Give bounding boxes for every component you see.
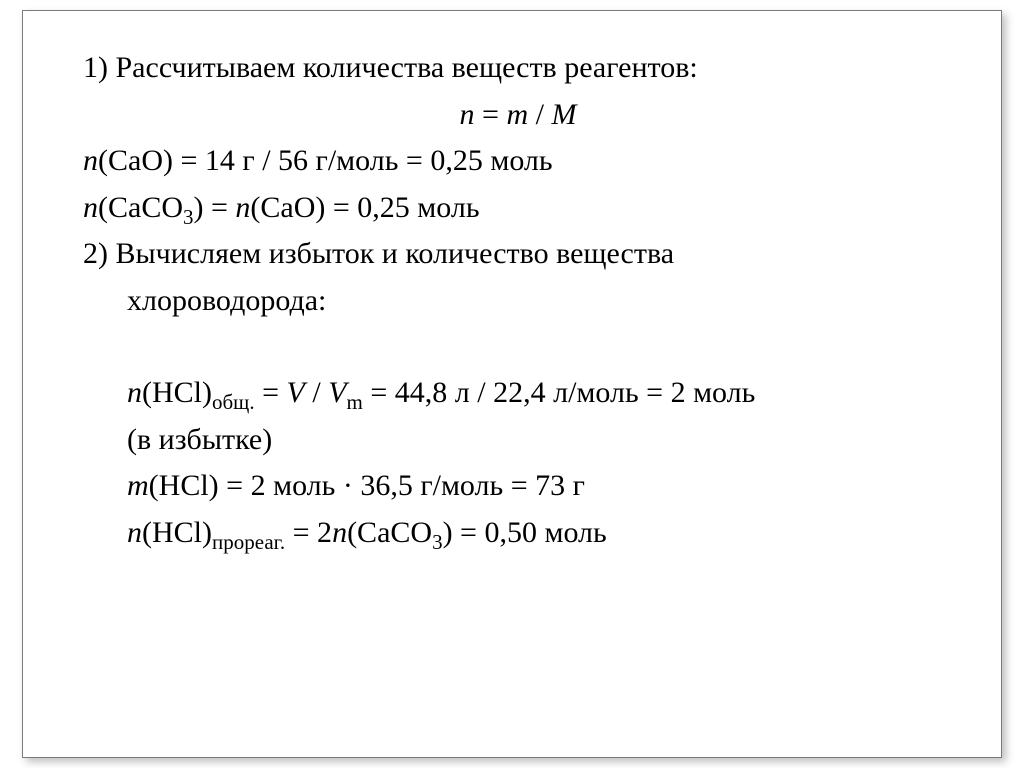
var-n: n — [127, 516, 142, 549]
sub-3: 3 — [183, 205, 194, 229]
hcl-excess-note: (в избытке) — [83, 417, 953, 464]
var-m: m — [506, 98, 528, 131]
hcl-mass-line: m(HCl) = 2 моль · 36,5 г/моль = 73 г — [83, 463, 953, 510]
step2-heading-text-1: Вычисляем избыток и количество вещества — [116, 237, 675, 270]
hcl-total-line: n(HCl)общ. = V / Vm = 44,8 л / 22,4 л/мо… — [83, 370, 953, 417]
var-n: n — [127, 376, 142, 409]
caco3-l: (CaCO — [98, 191, 183, 224]
hcl-mass-r: (HCl) = 2 моль · 36,5 г/моль = 73 г — [149, 469, 585, 502]
step2-heading-line2: хлороводорода: — [83, 278, 953, 325]
sub-3: 3 — [432, 530, 443, 554]
var-V: V — [287, 376, 305, 409]
n-caco3-line: n(CaCO3) = n(CaO) = 0,25 моль — [83, 185, 953, 232]
step2-prefix: 2) — [83, 237, 116, 270]
var-m: m — [127, 469, 149, 502]
slide-frame: 1) Рассчитываем количества веществ реаге… — [22, 10, 1002, 758]
var-Vm: V — [328, 376, 346, 409]
var-n: n — [332, 516, 347, 549]
var-n: n — [83, 144, 98, 177]
hcl-l: (HCl) — [142, 376, 212, 409]
hcl-total-r: = 44,8 л / 22,4 л/моль = 2 моль — [363, 376, 755, 409]
step2-heading-text-2: хлороводорода: — [127, 284, 326, 317]
hcl-react-l: (HCl) — [142, 516, 212, 549]
var-M: M — [551, 98, 576, 131]
sub-obshch: общ. — [212, 390, 255, 414]
sub-m: m — [347, 390, 363, 414]
div: / — [305, 376, 328, 409]
cao-calc: (CaO) = 14 г / 56 г/моль = 0,25 моль — [98, 144, 553, 177]
var-n: n — [83, 191, 98, 224]
caco3-mid: ) = — [194, 191, 236, 224]
step2-heading-line1: 2) Вычисляем избыток и количество вещест… — [83, 231, 953, 278]
eq: = — [255, 376, 287, 409]
n-cao-line: n(CaO) = 14 г / 56 г/моль = 0,25 моль — [83, 138, 953, 185]
blank-gap — [83, 324, 953, 370]
var-n: n — [460, 98, 475, 131]
hcl-react-mid: = 2 — [285, 516, 332, 549]
excess-text: (в избытке) — [127, 423, 272, 456]
hcl-react-r: ) = 0,50 моль — [443, 516, 607, 549]
sub-proreag: прореаг. — [212, 530, 285, 554]
formula-n-m-M: n = m / M — [83, 92, 953, 139]
hcl-react-line: n(HCl)прореаг. = 2n(CaCO3) = 0,50 моль — [83, 510, 953, 557]
step1-heading-text: Рассчитываем количества веществ реагенто… — [116, 51, 698, 84]
div: / — [528, 98, 551, 131]
var-n: n — [235, 191, 250, 224]
eq: = — [475, 98, 507, 131]
step1-prefix: 1) — [83, 51, 116, 84]
caco3-l: (CaCO — [347, 516, 432, 549]
step1-heading: 1) Рассчитываем количества веществ реаге… — [83, 45, 953, 92]
caco3-r: (CaO) = 0,25 моль — [250, 191, 479, 224]
